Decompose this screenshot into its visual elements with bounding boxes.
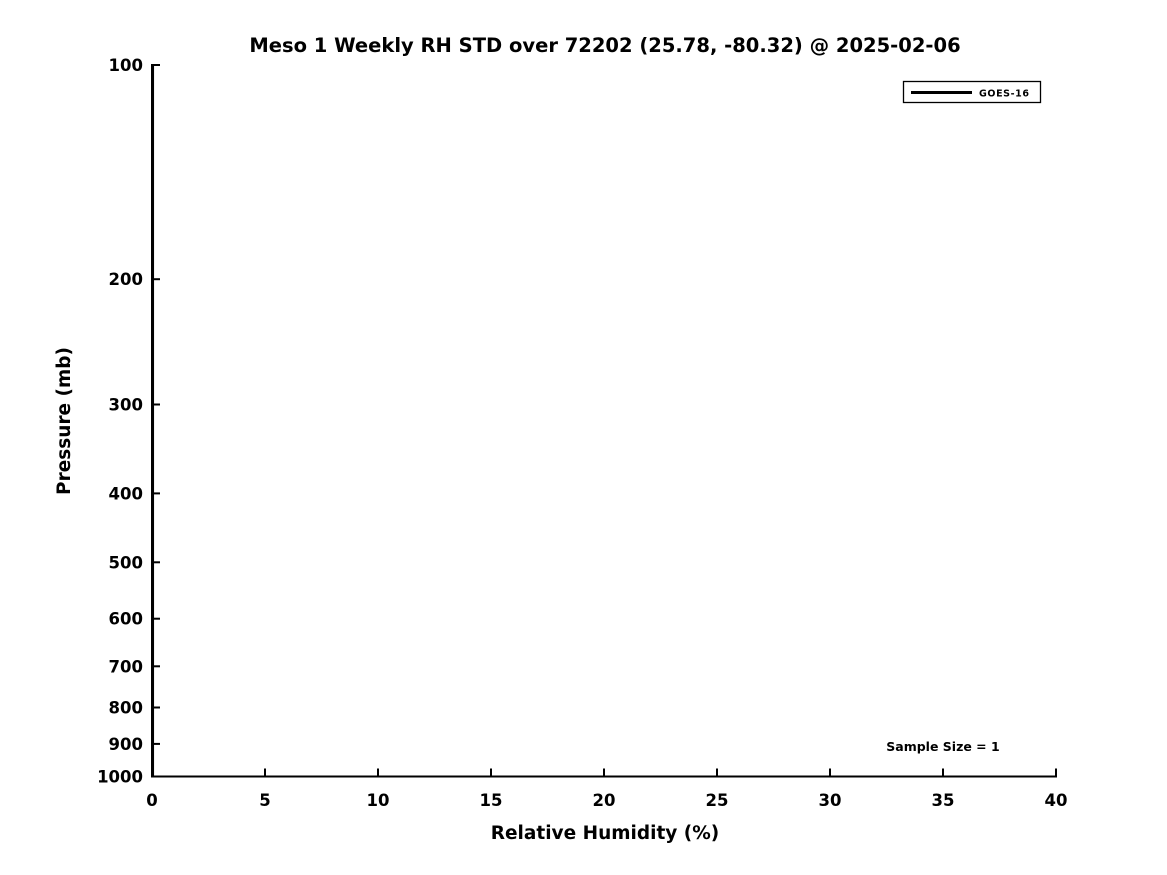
- y-tick-label: 500: [109, 553, 143, 572]
- y-axis-label: Pressure (mb): [54, 347, 75, 495]
- y-tick-label: 700: [109, 657, 143, 676]
- x-tick-label: 15: [480, 791, 503, 810]
- x-tick-label: 35: [932, 791, 955, 810]
- x-axis-tick-labels: 0 5 10 15 20 25 30 35 40: [146, 791, 1067, 810]
- x-tick-label: 20: [593, 791, 616, 810]
- legend-label-goes-16: GOES-16: [979, 89, 1030, 100]
- x-axis-ticks: [151, 768, 1057, 776]
- y-tick-label: 600: [109, 610, 143, 629]
- x-tick-label: 5: [259, 791, 270, 810]
- y-tick-label: 300: [109, 396, 143, 415]
- x-tick-label: 25: [706, 791, 729, 810]
- y-tick-label: 200: [109, 270, 143, 289]
- y-tick-label: 900: [109, 735, 143, 754]
- y-tick-label: 400: [109, 484, 143, 503]
- x-axis-label: Relative Humidity (%): [491, 823, 720, 844]
- y-axis-tick-labels: 100 200 300 400 500 600 700 800 900 1000: [97, 56, 143, 787]
- x-tick-label: 0: [146, 791, 157, 810]
- x-tick-label: 40: [1045, 791, 1068, 810]
- chart-title: Meso 1 Weekly RH STD over 72202 (25.78, …: [249, 34, 960, 57]
- sample-size-annotation: Sample Size = 1: [886, 739, 999, 754]
- y-tick-label: 1000: [97, 768, 143, 787]
- y-tick-label: 100: [109, 56, 143, 75]
- y-axis-ticks: [153, 64, 160, 778]
- x-tick-label: 10: [367, 791, 390, 810]
- y-tick-label: 800: [109, 699, 143, 718]
- legend: GOES-16: [902, 80, 1042, 104]
- x-tick-label: 30: [819, 791, 842, 810]
